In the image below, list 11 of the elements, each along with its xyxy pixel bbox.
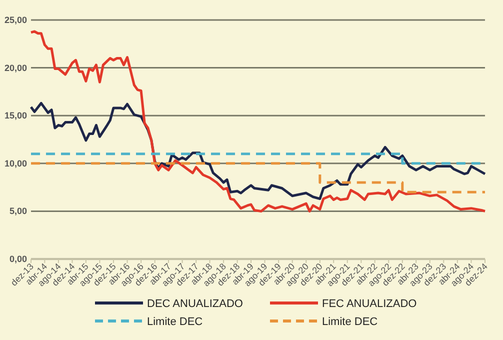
y-tick-label: 10,00 bbox=[4, 158, 27, 168]
legend-label: FEC ANUALIZADO bbox=[322, 298, 418, 310]
y-tick-label: 5,00 bbox=[9, 206, 27, 216]
legend-label: Limite DEC bbox=[322, 316, 378, 328]
line-series bbox=[30, 30, 486, 212]
legend-label: Limite DEC bbox=[147, 316, 203, 328]
y-tick-label: 0,00 bbox=[9, 254, 27, 264]
y-tick-label: 15,00 bbox=[4, 110, 27, 121]
y-tick-label: 25,00 bbox=[4, 15, 27, 25]
legend-label: DEC ANUALIZADO bbox=[147, 298, 244, 310]
y-tick-label: 20,00 bbox=[4, 62, 27, 73]
